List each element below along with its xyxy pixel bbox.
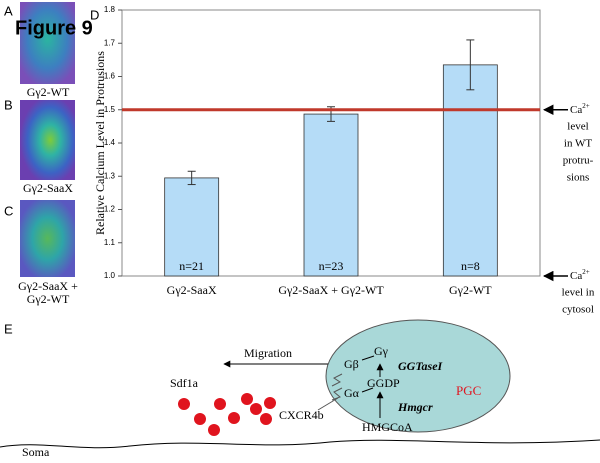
diagram-label: GGDP [367,376,400,390]
ligand [214,398,226,410]
x-tick-label: Gγ2-WT [449,283,492,297]
note-ion-charge: 2+ [582,101,590,109]
note-ion-charge: 2+ [582,268,590,276]
diagram-label: Gα [344,386,360,400]
ligand [194,413,206,425]
y-tick-label: 1.7 [104,38,116,47]
sdf1a-dots [178,393,276,436]
micrograph [20,2,75,84]
x-tick-label: Gγ2-SaaX + Gγ2-WT [278,283,384,297]
diagram-label: Migration [244,346,292,360]
ligand [260,413,272,425]
micrograph [20,200,75,277]
bar [303,113,359,277]
ligand [208,424,220,436]
diagram-label: Sdf1a [170,376,199,390]
ligand [178,398,190,410]
note-line: cytosol [562,304,594,316]
connector [361,387,374,393]
panel-label: C [4,203,13,218]
diagram-label: PGC [456,383,481,398]
micrograph [20,100,75,180]
receptor [331,373,343,401]
y-tick-label: 1.2 [104,205,116,214]
diagram-label: HMGCoA [362,420,413,434]
ligand [241,393,253,405]
bar [164,177,220,277]
note-ion: Ca2+ [570,101,590,115]
bar-label: n=21 [179,259,204,273]
y-tick-label: 1.6 [104,72,116,81]
note-ion-base: Ca [570,103,582,115]
note-line: in WT [564,137,592,149]
soma-membrane [0,439,600,449]
diagram-label: Gγ [374,344,389,358]
image-caption: Gγ2-WT [27,85,70,99]
y-tick-label: 1.3 [104,171,116,180]
note-line: sions [567,171,590,183]
panel-label: A [4,3,13,18]
image-caption: Gγ2-SaaX [23,181,73,195]
y-tick-label: 1.5 [104,105,116,114]
diagram-label: Hmgcr [397,400,433,414]
x-tick-label: Gγ2-SaaX [167,283,217,297]
image-caption: Gγ2-WT [27,292,70,306]
image-caption: Gγ2-SaaX + [18,279,78,293]
note-line: protru- [563,154,594,166]
bar [442,64,498,277]
connector [317,397,339,411]
bar-label: n=8 [461,259,480,273]
pgc-cell [325,319,511,433]
diagram-label: GGTaseI [398,359,444,373]
y-tick-label: 1.0 [104,271,116,280]
panel-label: D [90,7,99,22]
diagram-label: Gβ [344,357,359,371]
diagram-label: Soma [22,445,50,459]
note-line: level [567,120,588,132]
panel-label: E [4,321,13,336]
diagram-label: CXCR4b [279,408,324,422]
bar-label: n=23 [319,259,344,273]
connector [361,355,375,361]
note-line: level in [562,287,595,299]
y-tick-label: 1.1 [104,238,116,247]
y-tick-label: 1.8 [104,5,116,14]
panel-label: B [4,97,13,112]
note-ion-base: Ca [570,270,582,282]
figure-title: Figure 9 [15,17,93,39]
ligand [264,397,276,409]
y-tick-label: 1.4 [104,138,116,147]
ligand [228,412,240,424]
y-axis-label: Relative Calcium Level in Protrusions [93,51,107,235]
ligand [250,403,262,415]
note-ion: Ca2+ [570,268,590,282]
